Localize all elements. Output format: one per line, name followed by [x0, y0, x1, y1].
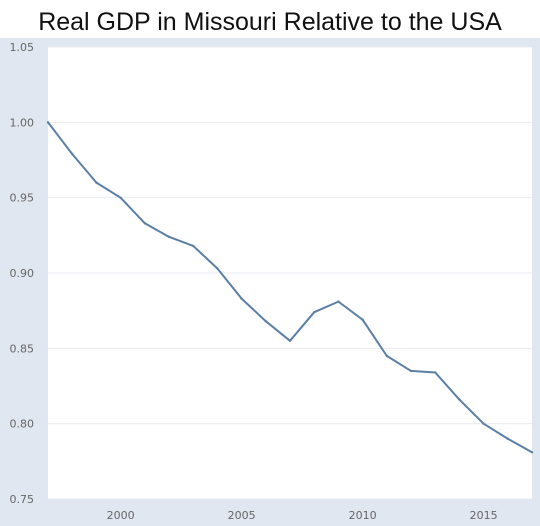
y-tick-label: 1.00	[10, 116, 35, 129]
data-point	[119, 196, 122, 199]
y-tick-label: 0.90	[10, 267, 35, 280]
data-point	[385, 354, 388, 358]
data-point	[361, 318, 364, 321]
data-point	[143, 222, 146, 225]
data-point	[337, 300, 340, 303]
y-tick-label: 0.75	[10, 493, 35, 506]
data-point	[313, 310, 316, 314]
data-point	[95, 181, 98, 184]
gridlines	[48, 46, 532, 500]
y-tick-label: 1.05	[10, 41, 35, 54]
y-tick-label: 0.95	[10, 192, 35, 205]
y-tick-label: 0.85	[10, 342, 35, 355]
data-point	[216, 267, 219, 270]
data-point	[434, 371, 437, 374]
data-point	[530, 451, 534, 454]
x-tick-label: 2015	[470, 509, 498, 522]
data-point	[264, 320, 267, 323]
data-point	[506, 437, 509, 440]
chart-title: Real GDP in Missouri Relative to the USA	[38, 8, 502, 36]
data-point	[288, 339, 292, 342]
data-point	[409, 369, 413, 373]
data-point	[458, 398, 461, 401]
x-axis-ticks: 2000 2005 2010 2015	[107, 509, 498, 522]
data-point	[167, 235, 171, 239]
y-axis-ticks: 0.75 0.80 0.85 0.90 0.95 1.00 1.05	[10, 41, 35, 506]
data-point	[482, 422, 485, 425]
data-point	[240, 297, 243, 300]
data-point	[46, 121, 50, 124]
x-tick-label: 2005	[228, 509, 256, 522]
x-tick-label: 2000	[107, 509, 135, 522]
data-point	[71, 152, 74, 156]
data-point	[192, 244, 195, 248]
series-group	[46, 121, 534, 454]
x-tick-label: 2010	[349, 509, 377, 522]
y-tick-label: 0.80	[10, 418, 35, 431]
